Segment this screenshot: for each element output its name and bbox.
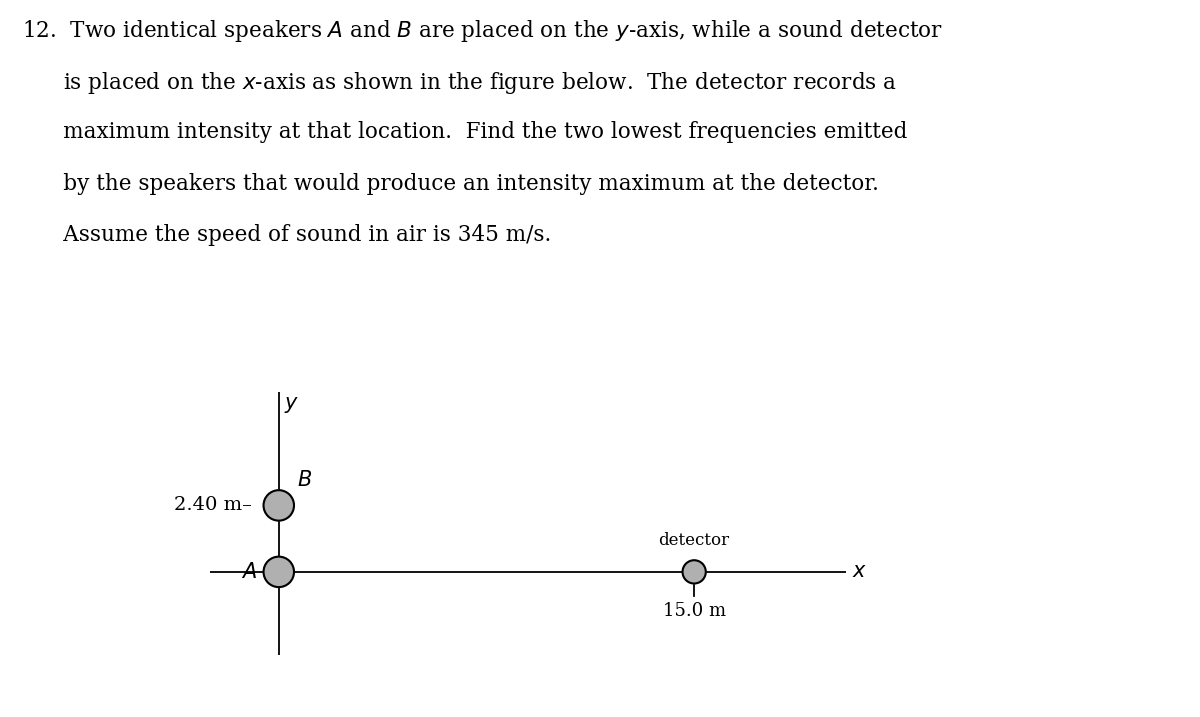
- Text: 15.0 m: 15.0 m: [662, 602, 726, 619]
- Text: maximum intensity at that location.  Find the two lowest frequencies emitted: maximum intensity at that location. Find…: [22, 121, 907, 143]
- Circle shape: [264, 556, 294, 587]
- Text: is placed on the $x$-axis as shown in the figure below.  The detector records a: is placed on the $x$-axis as shown in th…: [22, 70, 896, 95]
- Circle shape: [264, 490, 294, 521]
- Text: $x$: $x$: [852, 562, 868, 581]
- Text: $B$: $B$: [296, 470, 312, 490]
- Text: Assume the speed of sound in air is 345 m/s.: Assume the speed of sound in air is 345 …: [22, 224, 551, 247]
- Text: detector: detector: [659, 532, 730, 549]
- Text: $A$: $A$: [241, 562, 257, 582]
- Text: $y$: $y$: [284, 394, 300, 414]
- Text: by the speakers that would produce an intensity maximum at the detector.: by the speakers that would produce an in…: [22, 173, 878, 195]
- Text: 2.40 m–: 2.40 m–: [174, 496, 252, 514]
- Circle shape: [683, 560, 706, 584]
- Text: 12.  Two identical speakers $A$ and $B$ are placed on the $y$-axis, while a soun: 12. Two identical speakers $A$ and $B$ a…: [22, 18, 943, 44]
